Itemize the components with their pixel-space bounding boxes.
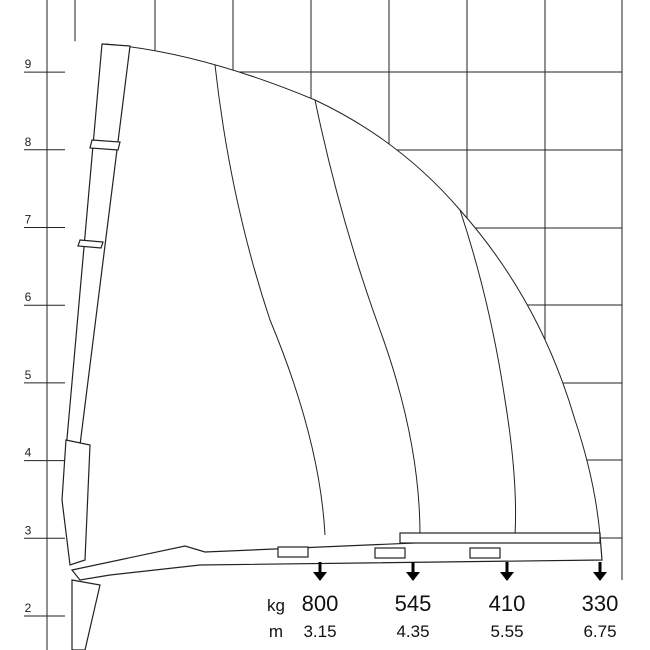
load-arrow-head <box>593 572 607 581</box>
height-label: 6 <box>25 290 32 304</box>
envelope <box>104 43 601 536</box>
boom-section <box>277 546 309 558</box>
boom-base <box>61 439 91 566</box>
unit-load: kg <box>267 596 285 615</box>
height-label: 7 <box>25 213 32 227</box>
load-value: 410 <box>489 591 526 616</box>
reach-value: 6.75 <box>583 622 616 641</box>
load-value: 330 <box>582 591 619 616</box>
unit-reach: m <box>269 622 283 641</box>
load-arrow-head <box>406 572 420 581</box>
reach-value: 3.15 <box>303 622 336 641</box>
height-label: 8 <box>25 135 32 149</box>
load-value: 545 <box>395 591 432 616</box>
boom-joint <box>77 239 104 249</box>
reach-value: 4.35 <box>396 622 429 641</box>
load-arrow-head <box>313 572 327 581</box>
load-curve <box>459 209 517 536</box>
column <box>71 579 101 650</box>
height-label: 4 <box>25 446 32 460</box>
reach-value: 5.55 <box>490 622 523 641</box>
load-value: 800 <box>302 591 339 616</box>
height-label: 3 <box>25 523 32 537</box>
height-label: 2 <box>25 601 32 615</box>
crane <box>61 43 603 650</box>
boom-joint <box>89 139 121 151</box>
height-label: 5 <box>25 368 32 382</box>
load-curve <box>214 64 326 536</box>
boom-section <box>374 547 406 559</box>
load-arrow-head <box>500 572 514 581</box>
boom-section <box>399 532 601 544</box>
boom-section <box>469 547 501 559</box>
horizontal-boom <box>70 534 603 581</box>
load-curve <box>314 99 421 536</box>
height-label: 9 <box>25 57 32 71</box>
envelope-fill <box>60 40 600 650</box>
